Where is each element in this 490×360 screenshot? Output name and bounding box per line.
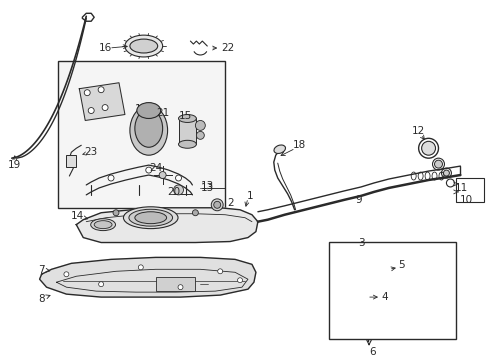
Text: 14: 14 (71, 211, 84, 221)
Ellipse shape (178, 140, 196, 148)
Polygon shape (76, 208, 258, 243)
Ellipse shape (130, 39, 158, 53)
Text: 5: 5 (398, 260, 405, 270)
Text: 16: 16 (98, 43, 112, 53)
Ellipse shape (94, 221, 112, 229)
Text: 17: 17 (135, 104, 148, 113)
Text: 23: 23 (85, 147, 98, 157)
Text: 4: 4 (382, 292, 388, 302)
Bar (156, 277, 196, 291)
Text: 20: 20 (167, 187, 180, 197)
Ellipse shape (421, 141, 436, 155)
Circle shape (102, 105, 108, 111)
Ellipse shape (135, 109, 163, 147)
Bar (58, 61, 225, 208)
Circle shape (98, 282, 103, 287)
Ellipse shape (129, 209, 172, 226)
Circle shape (159, 172, 166, 179)
Circle shape (173, 185, 183, 195)
Text: 15: 15 (179, 112, 192, 121)
Polygon shape (40, 257, 256, 297)
Text: 13: 13 (201, 181, 214, 191)
Text: 8: 8 (38, 294, 45, 304)
Circle shape (193, 210, 198, 216)
Bar (178, 118, 196, 144)
Text: 12: 12 (412, 126, 425, 136)
Text: 3: 3 (358, 238, 365, 248)
Circle shape (214, 201, 220, 208)
Text: 9: 9 (356, 195, 363, 205)
Ellipse shape (137, 103, 161, 118)
Text: 2: 2 (227, 198, 233, 208)
Ellipse shape (91, 219, 116, 231)
Ellipse shape (274, 145, 286, 153)
Text: 1: 1 (246, 191, 253, 201)
Text: 13: 13 (201, 183, 214, 193)
Text: 10: 10 (460, 195, 473, 205)
Circle shape (238, 278, 243, 283)
Circle shape (146, 167, 152, 173)
Text: 18: 18 (293, 140, 306, 150)
Text: 7: 7 (38, 265, 45, 275)
Circle shape (178, 285, 183, 290)
Ellipse shape (123, 207, 178, 229)
Bar (456, 178, 484, 202)
Bar (329, 242, 456, 339)
Circle shape (98, 87, 104, 93)
Text: 24: 24 (149, 163, 162, 173)
Circle shape (175, 175, 181, 181)
Ellipse shape (130, 105, 168, 155)
Circle shape (84, 90, 90, 96)
Text: 19: 19 (8, 160, 22, 170)
Polygon shape (79, 83, 125, 121)
Circle shape (138, 265, 143, 270)
Circle shape (88, 108, 94, 113)
Text: 6: 6 (369, 347, 376, 357)
Ellipse shape (135, 212, 167, 224)
Circle shape (108, 175, 114, 181)
Circle shape (64, 272, 69, 277)
Circle shape (113, 210, 119, 216)
Text: 21: 21 (156, 108, 169, 117)
Ellipse shape (443, 170, 449, 176)
Circle shape (211, 199, 223, 211)
Text: 22: 22 (221, 43, 235, 53)
Bar (66, 155, 76, 167)
Ellipse shape (125, 35, 163, 57)
Ellipse shape (435, 160, 442, 168)
Text: 11: 11 (455, 183, 468, 193)
Circle shape (196, 121, 205, 130)
Circle shape (196, 131, 204, 139)
Circle shape (218, 269, 222, 274)
Ellipse shape (178, 114, 196, 122)
